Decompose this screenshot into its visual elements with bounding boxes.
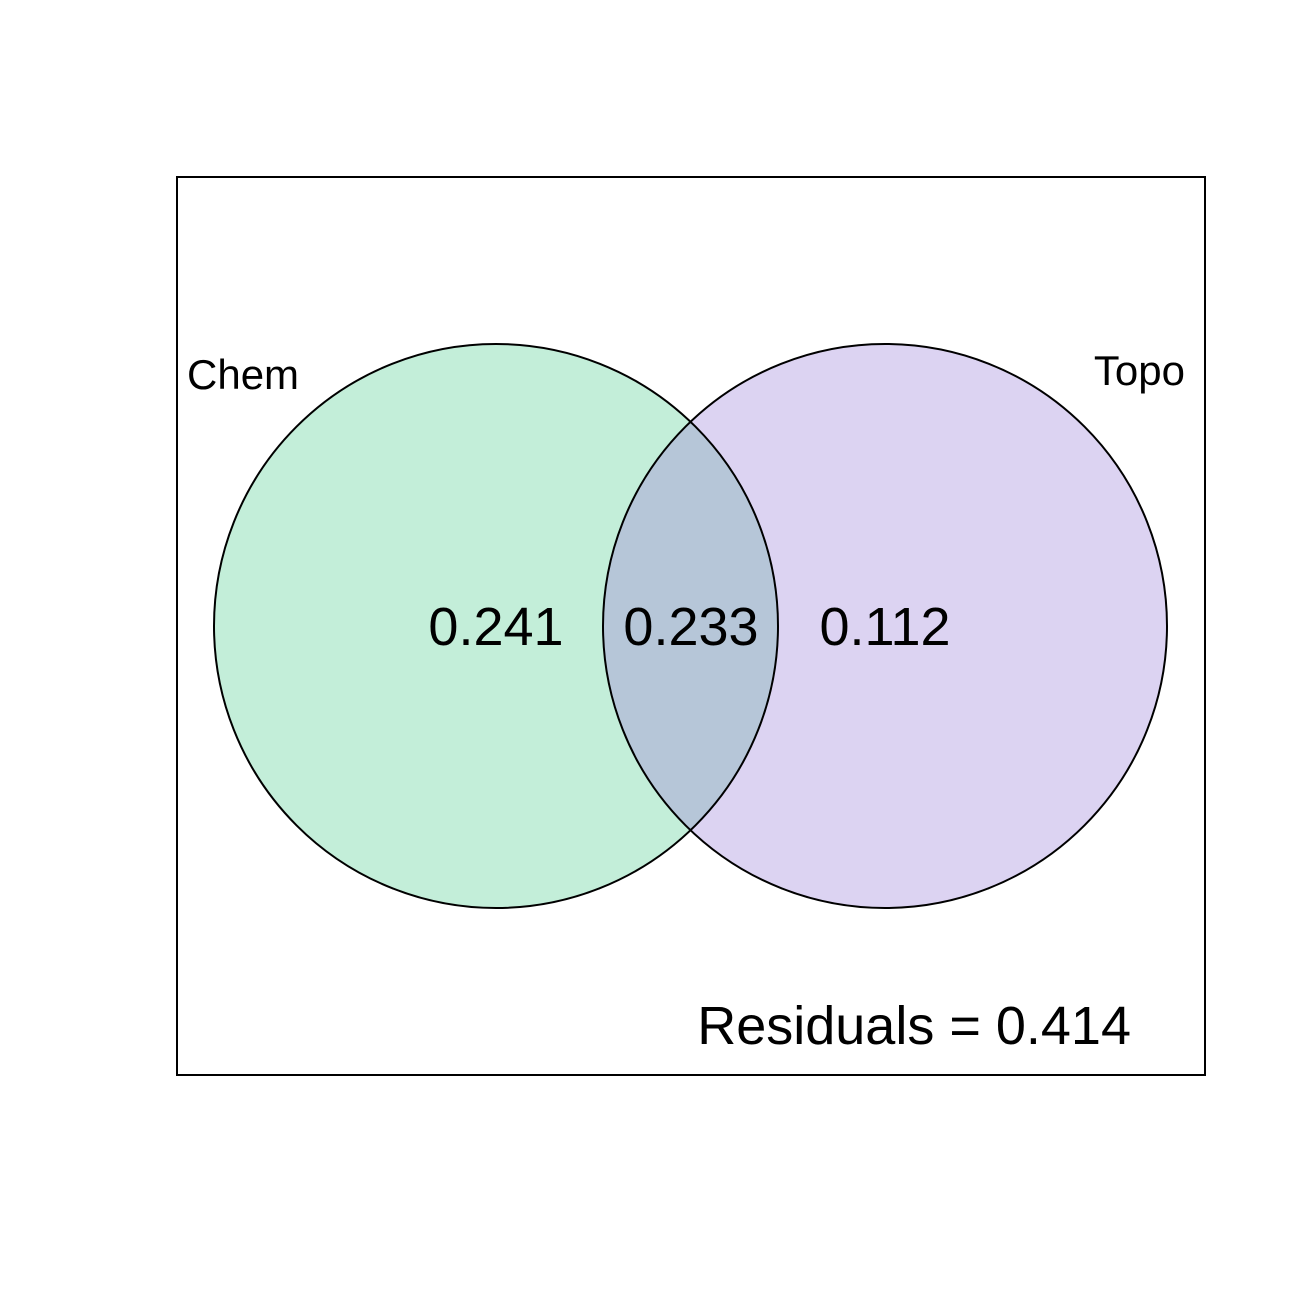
region-value-shared: 0.233 — [623, 597, 758, 657]
topo-circle — [603, 344, 1167, 908]
region-value-chem-only: 0.241 — [428, 597, 563, 657]
topo-circle-outline — [602, 343, 1168, 909]
chem-circle-outline — [213, 343, 779, 909]
set-label-chem: Chem — [187, 351, 299, 398]
plot-frame — [176, 176, 1206, 1076]
residuals-label: Residuals = 0.414 — [697, 996, 1131, 1056]
chem-circle — [214, 344, 778, 908]
set-label-topo: Topo — [1094, 347, 1185, 394]
region-value-topo-only: 0.112 — [819, 597, 950, 657]
